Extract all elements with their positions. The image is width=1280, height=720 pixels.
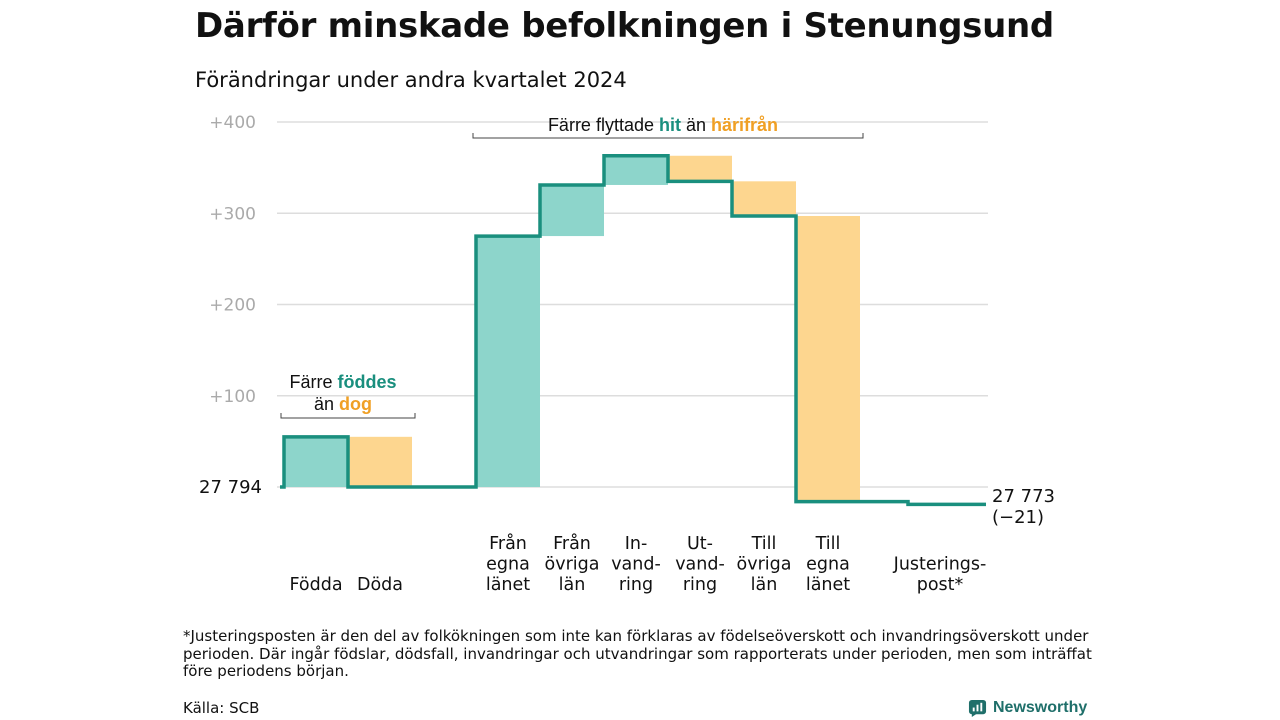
- y-tick-label: +100: [209, 387, 256, 407]
- waterfall-bar: [604, 155, 668, 185]
- chart-title: Därför minskade befolkningen i Stenungsu…: [195, 6, 1054, 46]
- y-tick-label: +200: [209, 296, 256, 316]
- y-tick-label: +300: [209, 204, 256, 224]
- waterfall-bar: [732, 181, 796, 216]
- category-label: Ut-vand-ring: [675, 534, 725, 595]
- start-value-label: 27 794: [199, 477, 262, 498]
- category-label: Från egna länet: [486, 533, 530, 595]
- waterfall-bar: [284, 436, 348, 487]
- category-label: Från övriga län: [545, 533, 600, 595]
- waterfall-bar: [476, 236, 540, 487]
- footnote: *Justeringsposten är den del av folkökni…: [183, 627, 1092, 680]
- annotation-text: Färre flyttade hit än härifrån: [548, 115, 778, 135]
- waterfall-bar: [540, 184, 604, 237]
- annotation-text: än dog: [314, 394, 372, 414]
- category-label: Justerings-post*: [893, 555, 987, 596]
- category-label: In-vand-ring: [611, 534, 661, 595]
- waterfall-bar: [348, 436, 412, 487]
- annotation-bracket: [472, 133, 864, 139]
- category-label: Till egna länet: [806, 534, 850, 595]
- waterfall-bar: [796, 215, 860, 502]
- chart-subtitle: Förändringar under andra kvartalet 2024: [195, 68, 627, 92]
- brand-logo: Newsworthy: [968, 697, 1087, 719]
- brand-name: Newsworthy: [993, 699, 1088, 716]
- category-label: Födda: [289, 575, 342, 595]
- category-label: Till övriga län: [737, 534, 792, 595]
- end-value-label: 27 773 (−21): [992, 486, 1055, 528]
- category-label: Döda: [357, 575, 403, 595]
- annotation-text: Färre föddes: [289, 372, 396, 392]
- waterfall-bar: [668, 155, 732, 182]
- source-note: Källa: SCB: [183, 699, 260, 717]
- newsworthy-logo-icon: [968, 699, 987, 717]
- annotation-bracket: [280, 413, 416, 419]
- bars: [284, 155, 860, 502]
- waterfall-chart: +100 +200 +300 +400 Födda Döda Från egna länet Fr…: [199, 113, 1055, 596]
- cumulative-step-line: [280, 154, 986, 507]
- y-tick-label: +400: [209, 113, 256, 133]
